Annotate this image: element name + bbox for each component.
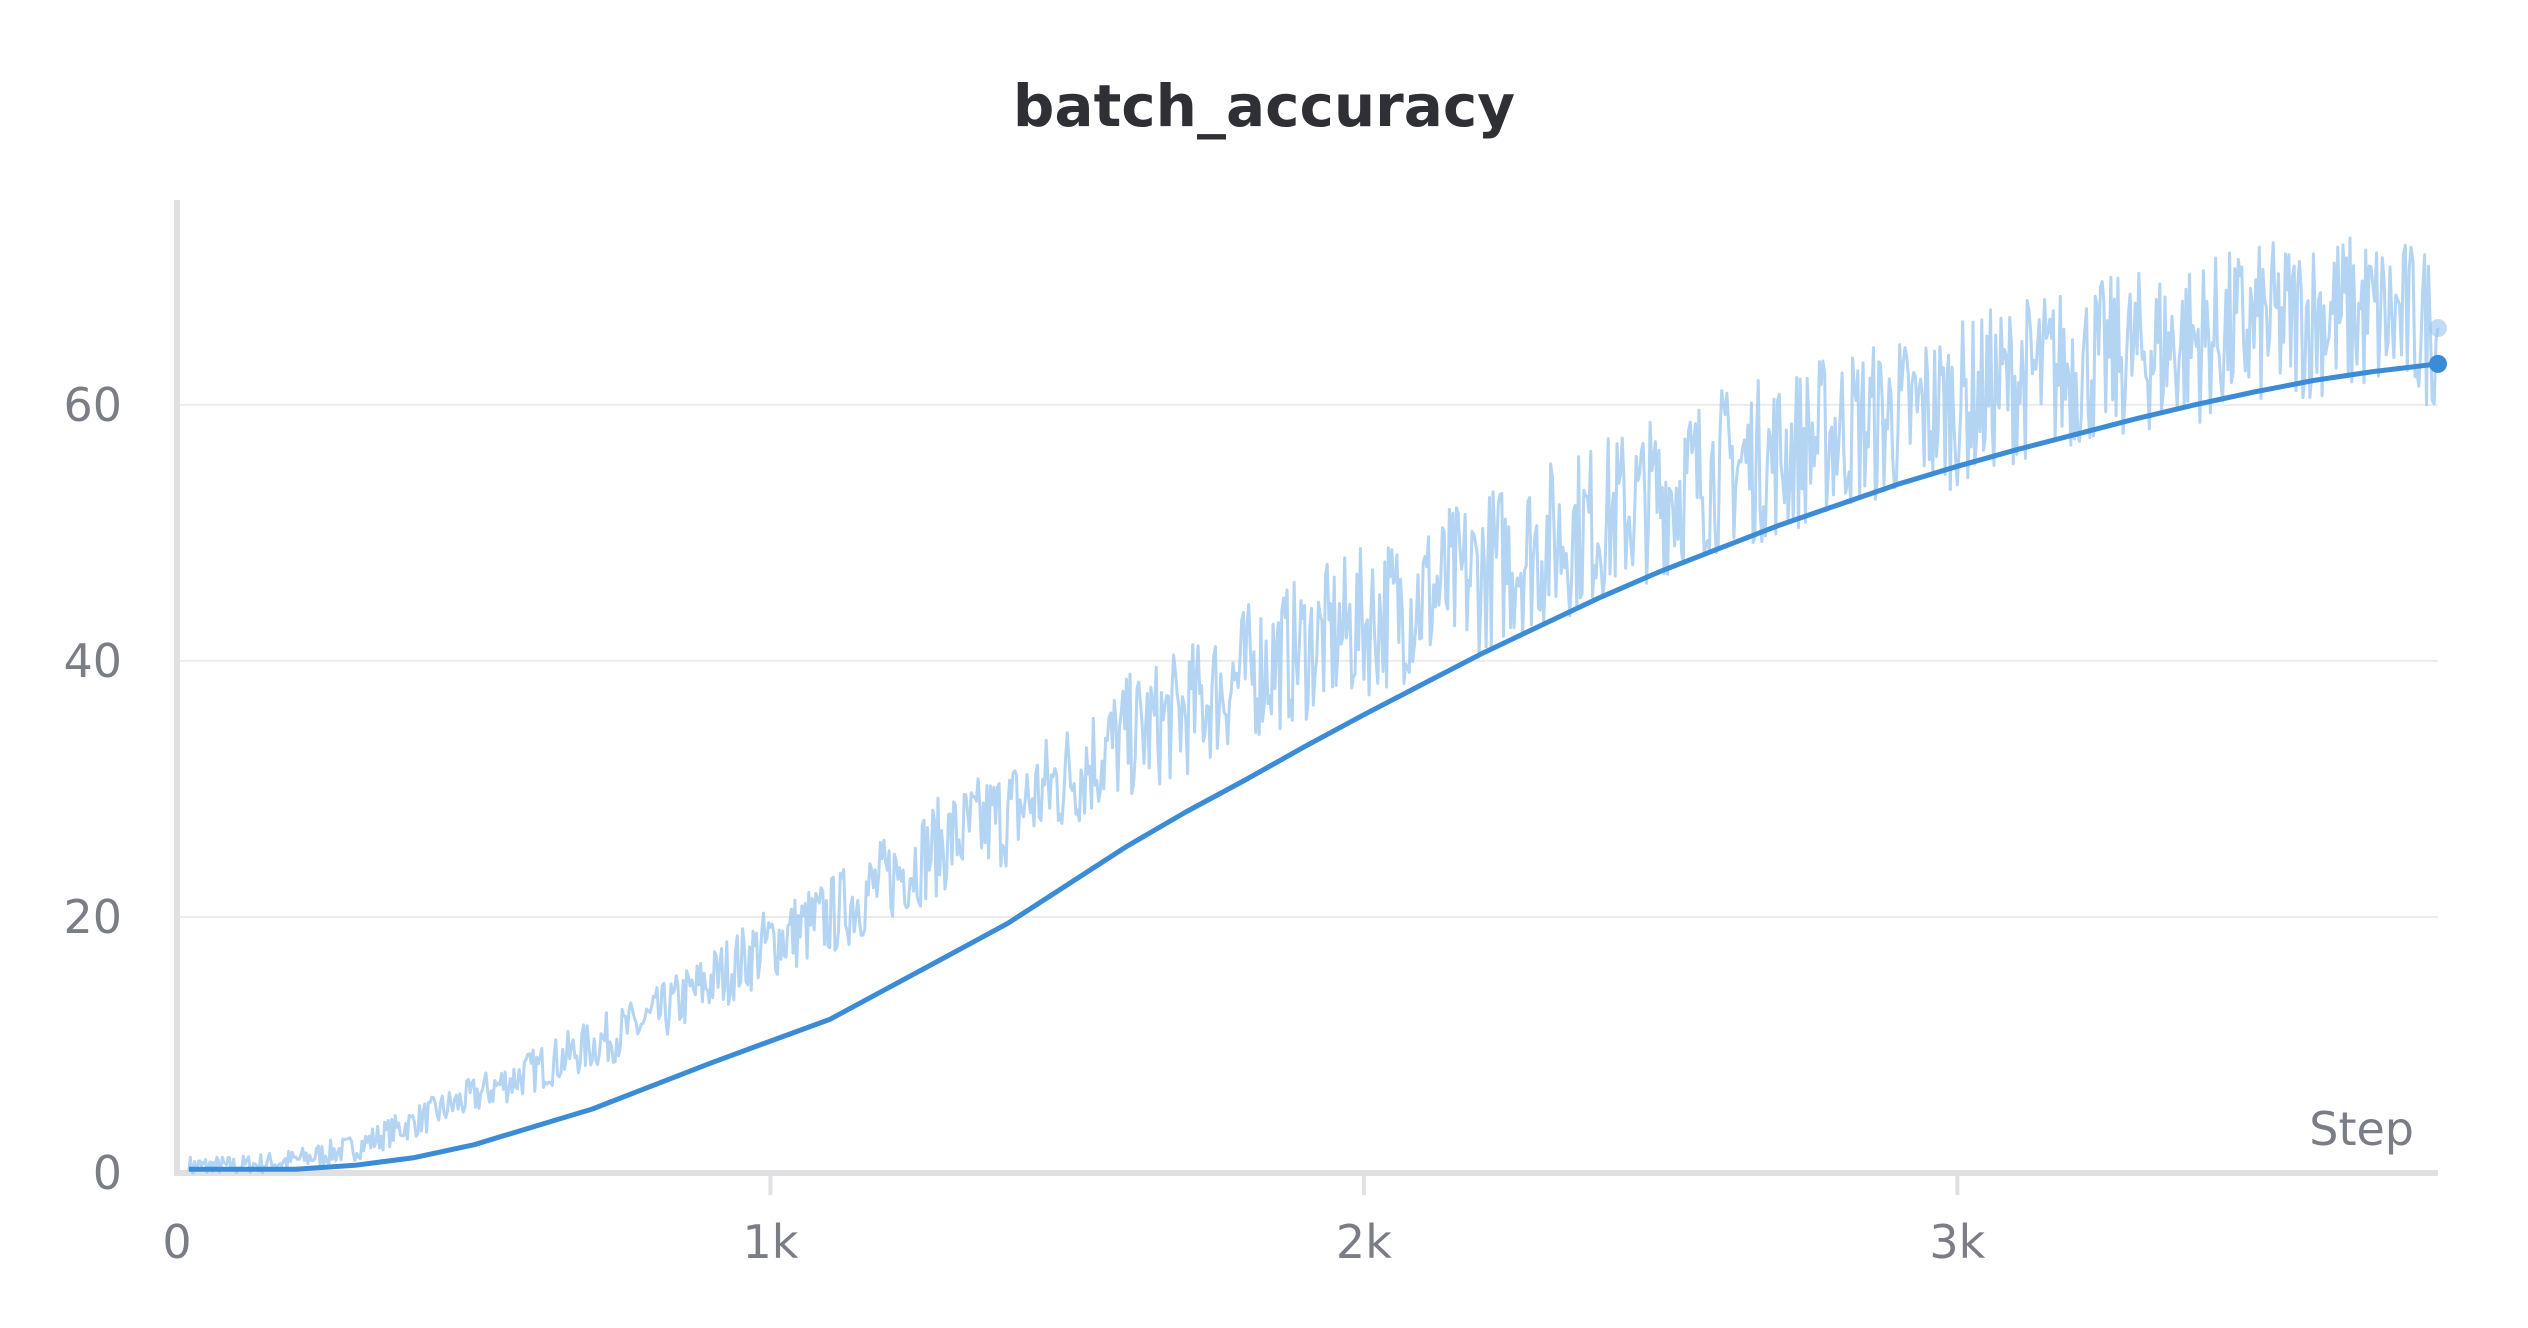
x-tick-label-3: 3k bbox=[1929, 1215, 1985, 1269]
y-tick-label-2: 40 bbox=[63, 634, 122, 688]
series-line-smoothed bbox=[188, 361, 2439, 1172]
series-line-raw bbox=[187, 236, 2440, 1175]
chart-title: batch_accuracy bbox=[1012, 72, 1516, 140]
series-end-marker-smoothed bbox=[2429, 354, 2447, 373]
x-tick-label-1: 1k bbox=[742, 1215, 798, 1269]
x-tick-label-0: 0 bbox=[162, 1215, 191, 1269]
y-tick-label-1: 20 bbox=[63, 890, 122, 944]
x-axis-label: Step bbox=[2309, 1102, 2414, 1156]
series-end-marker-raw bbox=[2429, 319, 2447, 338]
series bbox=[187, 236, 2447, 1175]
x-tick-label-2: 2k bbox=[1336, 1215, 1392, 1269]
y-tick-label-3: 60 bbox=[63, 378, 122, 432]
tick-labels: 0 20 40 60 0 1k 2k 3k bbox=[63, 378, 1985, 1269]
grid-lines bbox=[177, 403, 2438, 918]
y-tick-label-0: 0 bbox=[93, 1146, 122, 1200]
axes bbox=[174, 200, 2438, 1176]
